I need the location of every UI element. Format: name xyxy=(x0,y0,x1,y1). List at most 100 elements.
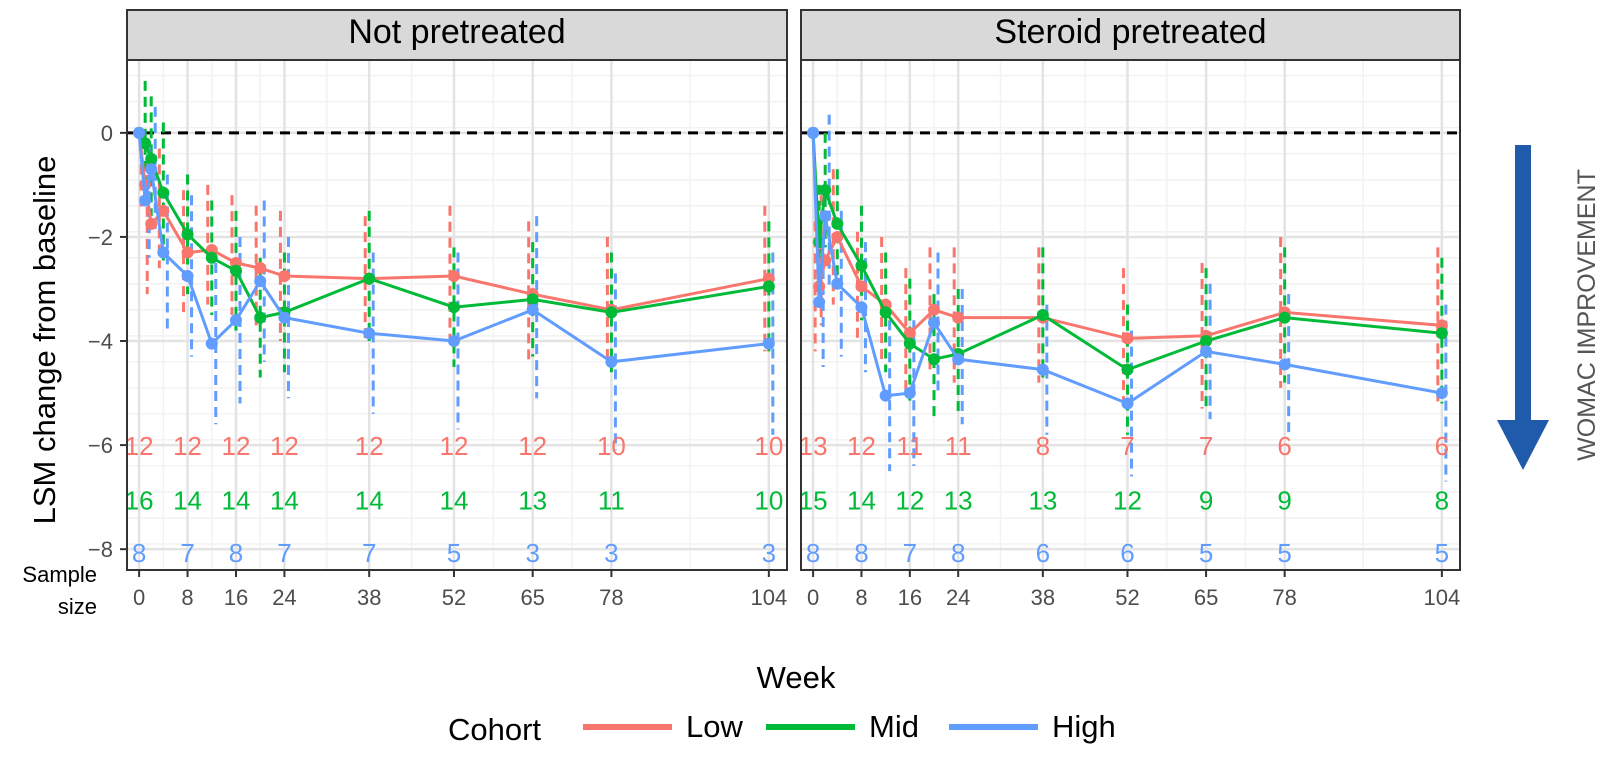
data-point-high xyxy=(855,301,868,314)
legend: Cohort Low Mid High xyxy=(448,709,1116,747)
sample-size-low: 12 xyxy=(440,431,469,461)
sample-size-high: 8 xyxy=(854,538,868,568)
sample-size-mid: 15 xyxy=(799,486,828,516)
sample-size-mid: 13 xyxy=(1028,486,1057,516)
womac-arrow xyxy=(1497,145,1549,470)
sample-size-high: 8 xyxy=(806,538,820,568)
x-tick-label: 38 xyxy=(1031,585,1055,610)
data-point-mid xyxy=(1278,311,1291,324)
sample-size-mid: 14 xyxy=(440,486,469,516)
y-tick-label: 0 xyxy=(101,121,113,146)
sample-size-high: 5 xyxy=(1199,538,1213,568)
sample-size-low: 6 xyxy=(1435,431,1449,461)
data-point-mid xyxy=(526,293,539,306)
x-tick-label: 65 xyxy=(1194,585,1218,610)
sample-size-mid: 12 xyxy=(1113,486,1142,516)
data-point-mid xyxy=(145,152,158,165)
data-point-high xyxy=(278,311,291,324)
sample-size-low: 11 xyxy=(945,431,972,461)
sample-size-high: 6 xyxy=(1120,538,1134,568)
data-point-mid xyxy=(205,251,218,264)
data-point-high xyxy=(145,163,158,176)
x-tick-label: 16 xyxy=(224,585,248,610)
data-point-mid xyxy=(762,280,775,293)
x-tick-label: 52 xyxy=(442,585,466,610)
sample-size-low: 12 xyxy=(222,431,251,461)
sample-size-low: 12 xyxy=(518,431,547,461)
y-tick-label: −6 xyxy=(88,433,113,458)
data-point-high xyxy=(526,303,539,316)
sample-size-high: 7 xyxy=(277,538,291,568)
sample-size-label-line2: size xyxy=(58,594,97,619)
data-point-high xyxy=(181,269,194,282)
sample-size-mid: 14 xyxy=(355,486,384,516)
data-point-high xyxy=(1278,358,1291,371)
x-tick-label: 24 xyxy=(272,585,296,610)
data-point-mid xyxy=(139,137,152,150)
data-point-high xyxy=(762,337,775,350)
sample-size-mid: 13 xyxy=(944,486,973,516)
sample-size-low: 8 xyxy=(1036,431,1050,461)
series-line-high xyxy=(811,132,1443,406)
data-point-mid xyxy=(1200,335,1213,348)
sample-size-high: 5 xyxy=(447,538,461,568)
x-tick-label: 78 xyxy=(1272,585,1296,610)
sample-size-high: 3 xyxy=(604,538,618,568)
sample-size-high: 5 xyxy=(1277,538,1291,568)
data-point-high xyxy=(157,246,170,259)
data-point-low xyxy=(928,303,941,316)
y-tick-label: −2 xyxy=(88,225,113,250)
data-point-mid xyxy=(363,272,376,285)
sample-size-low: 12 xyxy=(355,431,384,461)
sample-size-mid: 8 xyxy=(1435,486,1449,516)
sample-size-high: 7 xyxy=(180,538,194,568)
series-line-high xyxy=(137,132,769,364)
panel-border xyxy=(126,59,788,571)
data-point-mid xyxy=(157,186,170,199)
x-tick-label: 104 xyxy=(1424,585,1461,610)
sample-size-high: 8 xyxy=(229,538,243,568)
arrow-head-icon xyxy=(1497,420,1549,470)
data-point-high xyxy=(928,316,941,329)
x-tick-label: 24 xyxy=(946,585,970,610)
sample-size-high: 3 xyxy=(525,538,539,568)
sample-size-high: 6 xyxy=(1036,538,1050,568)
data-point-mid xyxy=(229,264,242,277)
sample-size-low: 11 xyxy=(896,431,923,461)
data-point-mid xyxy=(181,228,194,241)
sample-size-mid: 14 xyxy=(270,486,299,516)
data-point-low xyxy=(855,280,868,293)
data-point-mid xyxy=(855,259,868,272)
panel-steroid-pretreated: Steroid pretreated 13 12 11 11 8 7 7 6 6 15 14 12 13 1… xyxy=(799,9,1461,610)
data-point-low xyxy=(831,230,844,243)
sample-size-mid: 10 xyxy=(754,486,783,516)
data-point-low xyxy=(952,311,965,324)
panel-border xyxy=(800,59,1461,571)
data-point-high xyxy=(952,353,965,366)
sample-size-mid: 11 xyxy=(598,486,625,516)
data-point-high xyxy=(807,126,820,139)
sample-size-mid: 14 xyxy=(847,486,876,516)
data-point-mid xyxy=(928,353,941,366)
sample-size-mid: 14 xyxy=(173,486,202,516)
data-point-low xyxy=(903,327,916,340)
data-point-high xyxy=(1036,363,1049,376)
data-point-high xyxy=(447,335,460,348)
data-point-high xyxy=(133,126,146,139)
sample-size-mid: 13 xyxy=(518,486,547,516)
data-point-high xyxy=(831,277,844,290)
x-tick-label: 16 xyxy=(898,585,922,610)
legend-label-high: High xyxy=(1052,709,1116,744)
sample-size-low: 12 xyxy=(270,431,299,461)
data-point-mid xyxy=(605,306,618,319)
sample-size-mid: 12 xyxy=(895,486,924,516)
y-tick-label: −4 xyxy=(88,329,113,354)
sample-size-high: 5 xyxy=(1435,538,1449,568)
x-tick-label: 8 xyxy=(181,585,193,610)
sample-size-low: 12 xyxy=(125,431,154,461)
sample-size-high: 8 xyxy=(132,538,146,568)
data-point-high xyxy=(254,275,267,288)
x-tick-label: 78 xyxy=(599,585,623,610)
data-point-high xyxy=(605,355,618,368)
y-axis-label: LSM change from baseline xyxy=(27,156,62,525)
